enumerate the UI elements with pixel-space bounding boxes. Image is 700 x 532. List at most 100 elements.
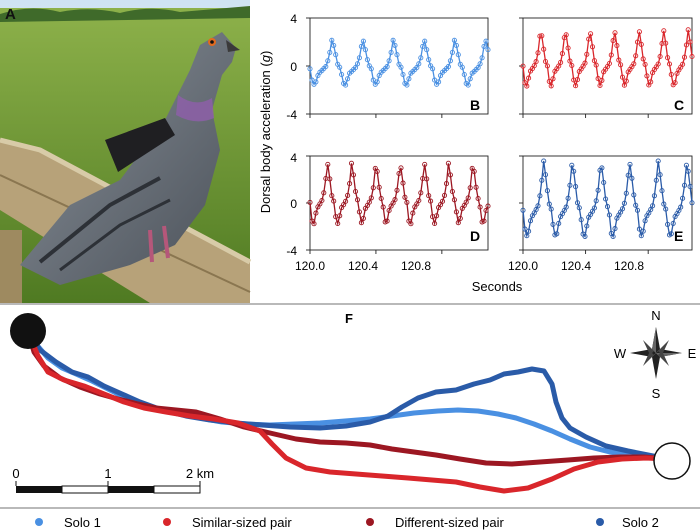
compass-rose-icon	[630, 327, 682, 379]
data-point-e	[604, 204, 611, 210]
data-point-d	[471, 168, 477, 174]
panel-d-letter: D	[470, 228, 480, 244]
data-point-e	[634, 207, 641, 213]
data-point-d	[443, 181, 450, 187]
data-point-b	[424, 47, 430, 53]
data-point-d	[453, 209, 459, 215]
data-point-e	[573, 184, 579, 190]
data-point-d	[465, 195, 471, 201]
data-point-d	[307, 199, 313, 205]
data-point-d	[384, 218, 390, 224]
data-point-c	[544, 63, 550, 69]
data-point-b	[337, 64, 343, 70]
data-point-d	[321, 190, 327, 196]
data-point-b	[400, 71, 406, 78]
data-point-c	[680, 61, 686, 67]
track-similar-sized-pair	[25, 328, 671, 494]
data-point-e	[657, 172, 663, 178]
data-point-b	[418, 55, 424, 61]
data-point-b	[345, 76, 351, 82]
data-point-e	[527, 218, 534, 224]
data-point-e	[681, 182, 688, 188]
scale-segment-2	[61, 485, 109, 494]
data-point-b	[477, 61, 483, 67]
data-point-e	[584, 223, 590, 229]
scale-tick-1: 1	[104, 466, 111, 481]
data-point-d	[398, 165, 404, 171]
data-point-b	[323, 64, 329, 70]
data-point-c	[569, 62, 575, 69]
data-point-e	[554, 231, 560, 237]
data-point-c	[631, 61, 637, 67]
photo-treeline	[0, 6, 250, 22]
data-point-b	[430, 66, 436, 72]
data-point-c	[618, 62, 624, 68]
data-point-c	[589, 44, 596, 50]
data-point-d	[350, 172, 357, 178]
data-point-e	[563, 204, 569, 210]
data-point-c	[638, 41, 644, 47]
data-point-b	[459, 64, 465, 70]
data-point-b	[426, 57, 432, 63]
data-point-e	[582, 233, 588, 239]
data-point-b	[449, 49, 455, 55]
data-point-e	[640, 228, 646, 234]
data-point-e	[665, 221, 671, 227]
ytick-bot-0: 0	[290, 197, 297, 211]
data-point-e	[678, 204, 684, 210]
data-point-c	[588, 31, 594, 37]
data-point-b	[398, 64, 404, 70]
data-point-e	[539, 177, 545, 183]
data-point-c	[565, 45, 571, 51]
data-point-b	[453, 42, 459, 48]
data-point-d	[408, 221, 414, 227]
data-point-e	[567, 182, 573, 188]
data-point-b	[307, 66, 313, 72]
data-point-d	[485, 203, 491, 209]
data-point-b	[360, 38, 366, 44]
legend-label-similar-sized-pair: Similar-sized pair	[192, 515, 292, 530]
data-point-c	[533, 59, 539, 65]
data-point-d	[348, 160, 355, 166]
xtick-right-120.0: 120.0	[508, 259, 538, 273]
data-point-b	[451, 37, 457, 43]
data-point-d	[457, 215, 463, 221]
data-point-e	[593, 198, 599, 204]
data-point-c	[584, 51, 590, 57]
data-point-d	[366, 199, 372, 205]
data-point-c	[616, 57, 622, 63]
data-point-b	[475, 65, 481, 71]
data-point-b	[354, 61, 361, 67]
data-point-c	[558, 59, 564, 65]
scale-segment-4	[153, 485, 201, 494]
data-point-d	[428, 198, 434, 204]
data-point-b	[447, 58, 453, 64]
data-point-d	[354, 197, 361, 203]
data-point-e	[606, 212, 612, 218]
data-point-c	[574, 77, 581, 83]
data-point-e	[653, 177, 659, 183]
data-point-c	[612, 30, 618, 36]
data-point-c	[663, 40, 669, 46]
data-point-c	[520, 63, 526, 69]
data-point-b	[329, 37, 335, 43]
data-point-c	[621, 82, 627, 88]
data-point-c	[539, 33, 545, 39]
panel-e-letter: E	[674, 228, 683, 244]
data-point-b	[327, 49, 333, 55]
data-point-d	[404, 199, 410, 205]
data-point-d	[319, 197, 325, 204]
data-point-b	[333, 52, 339, 58]
data-point-d	[311, 221, 317, 227]
compass-n: N	[651, 308, 660, 323]
data-point-d	[449, 188, 455, 195]
data-point-e	[571, 168, 577, 174]
data-point-c	[640, 56, 646, 62]
data-point-e	[629, 175, 635, 181]
data-point-d	[418, 190, 424, 196]
data-point-e	[636, 226, 642, 232]
data-point-e	[601, 179, 607, 186]
compass-e: E	[688, 346, 697, 361]
scale-tick-0: 0	[12, 466, 19, 481]
data-point-e	[591, 205, 597, 211]
